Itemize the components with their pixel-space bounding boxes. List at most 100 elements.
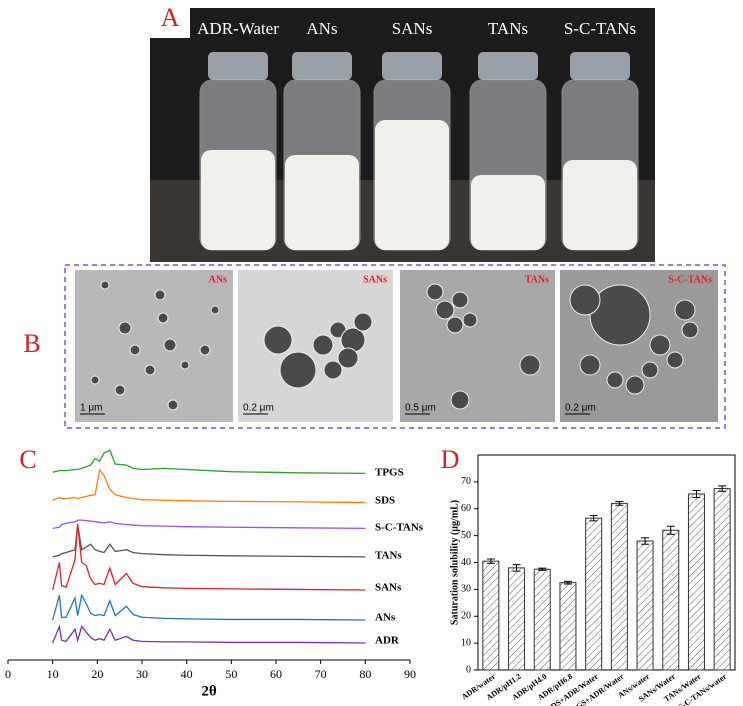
particle xyxy=(426,283,444,301)
y-tick-label: 50 xyxy=(461,530,471,541)
x-tick-label: 90 xyxy=(404,667,416,681)
x-axis-title: 2θ xyxy=(201,683,217,699)
bar xyxy=(687,493,705,671)
x-tick-label: 20 xyxy=(91,667,103,681)
x-tick-label: 80 xyxy=(359,667,371,681)
particle xyxy=(263,325,293,355)
bottle-cap xyxy=(382,52,442,80)
xrd-pattern xyxy=(52,519,366,529)
bar xyxy=(533,568,551,671)
particle xyxy=(144,364,156,376)
image-name: S-C-TANs xyxy=(668,274,712,285)
bar xyxy=(636,540,654,671)
particle xyxy=(569,284,601,316)
scale-label: 1 μm xyxy=(80,403,102,414)
panel-letter: C xyxy=(19,445,36,474)
particle xyxy=(323,360,343,380)
series-label: TPGS xyxy=(375,467,404,479)
sample-label: S-C-TANs xyxy=(564,19,636,38)
particle xyxy=(279,351,317,389)
particle xyxy=(446,316,464,334)
x-tick-label: 10 xyxy=(47,667,59,681)
particle xyxy=(312,334,334,356)
series-label: S-C-TANs xyxy=(375,522,424,534)
x-tick-label: 60 xyxy=(270,667,282,681)
sample-label: ADR-Water xyxy=(197,19,279,38)
particle xyxy=(451,291,469,309)
particle xyxy=(625,375,645,395)
particle xyxy=(641,361,659,379)
bottle-cap xyxy=(570,52,630,80)
x-tick-label: 70 xyxy=(315,667,327,681)
series-label: SDS xyxy=(375,495,395,507)
y-tick-label: 0 xyxy=(466,664,471,675)
suspension xyxy=(201,150,275,250)
particle xyxy=(435,300,455,320)
y-axis-title: Saturation solubility (μg/mL) xyxy=(449,500,460,625)
bar xyxy=(585,517,603,671)
xrd-pattern xyxy=(52,524,366,558)
scale-label: 0.2 μm xyxy=(243,403,274,414)
image-name: ANs xyxy=(209,274,227,285)
y-tick-label: 60 xyxy=(461,503,471,514)
x-tick-label: 30 xyxy=(136,667,148,681)
particle xyxy=(118,321,132,335)
particle xyxy=(462,312,478,328)
bar xyxy=(559,582,577,671)
particle xyxy=(353,312,373,332)
x-tick-label: 40 xyxy=(181,667,193,681)
particle xyxy=(114,384,126,396)
xrd-pattern xyxy=(52,449,366,474)
series-label: ADR xyxy=(375,635,400,647)
particle xyxy=(579,354,601,376)
particle xyxy=(210,305,220,315)
y-tick-label: 70 xyxy=(461,476,471,487)
particle xyxy=(163,338,177,352)
tem-image xyxy=(75,270,233,422)
particle xyxy=(154,289,166,301)
particle xyxy=(157,312,169,324)
scale-label: 0.2 μm xyxy=(565,403,596,414)
particle xyxy=(606,371,624,389)
scale-label: 0.5 μm xyxy=(405,403,436,414)
series-label: TANs xyxy=(375,550,402,562)
particle xyxy=(666,351,684,369)
particle xyxy=(337,347,359,369)
bar xyxy=(508,567,526,671)
particle xyxy=(100,280,110,290)
xrd-pattern xyxy=(52,593,366,621)
panel-letter: D xyxy=(441,445,460,474)
panel-letter: A xyxy=(161,3,180,32)
bar xyxy=(482,560,500,671)
bottle-cap xyxy=(292,52,352,80)
sample-label: ANs xyxy=(306,19,337,38)
tem-image xyxy=(400,270,555,422)
particle xyxy=(450,390,470,410)
suspension xyxy=(563,160,637,250)
panel-letter: B xyxy=(23,329,40,358)
particle xyxy=(649,334,671,356)
particle xyxy=(199,344,211,356)
xrd-pattern xyxy=(52,523,366,591)
series-label: SANs xyxy=(375,582,402,594)
letter-box xyxy=(150,4,190,38)
suspension xyxy=(471,175,545,250)
suspension xyxy=(375,120,449,250)
particle xyxy=(167,399,179,411)
particle xyxy=(180,360,190,370)
bar xyxy=(713,488,731,671)
bottle-cap xyxy=(478,52,538,80)
sample-label: SANs xyxy=(392,19,433,38)
x-tick-label: 50 xyxy=(225,667,237,681)
y-tick-label: 30 xyxy=(461,584,471,595)
particle xyxy=(129,344,141,356)
y-tick-label: 10 xyxy=(461,637,471,648)
xrd-pattern xyxy=(52,624,366,644)
particle xyxy=(519,354,541,376)
y-tick-label: 40 xyxy=(461,557,471,568)
suspension xyxy=(285,155,359,250)
bar xyxy=(610,502,628,671)
bar xyxy=(662,529,680,671)
sample-label: TANs xyxy=(488,19,528,38)
